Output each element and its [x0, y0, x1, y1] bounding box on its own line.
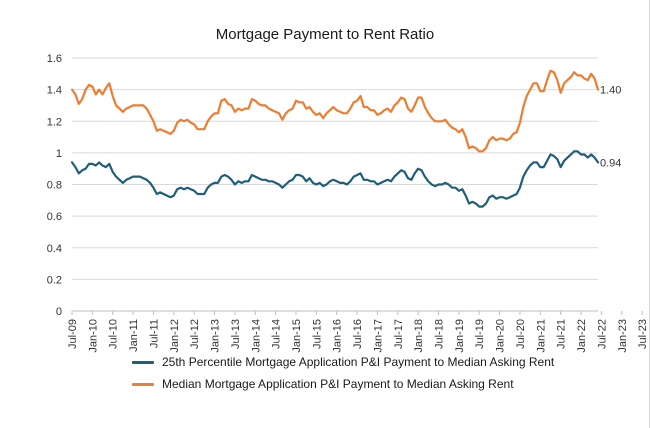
- x-tick-label: Jan-23: [617, 319, 629, 353]
- series-line-25th-percentile: [70, 150, 600, 208]
- legend-swatch-median: [132, 382, 154, 386]
- y-tick-label: 1: [56, 148, 62, 160]
- y-tick-label: 0.2: [47, 274, 62, 286]
- x-tick-label: Jan-13: [210, 319, 222, 353]
- legend-swatch-25th-percentile: [132, 360, 154, 364]
- x-tick-label: Jan-16: [332, 319, 344, 353]
- x-tick-label: Jul-17: [393, 319, 405, 349]
- end-labels: 0.94 1.40: [600, 85, 621, 170]
- legend-item-median: Median Mortgage Application P&I Payment …: [132, 374, 554, 394]
- x-tick-label: Jan-10: [87, 319, 99, 353]
- x-tick-label: Jul-18: [434, 319, 446, 349]
- x-tick-label: Jul-13: [230, 319, 242, 349]
- x-axis-tick-labels: Jul-09 Jan-10 Jul-10 Jan-11 Jul-11 Jan-12 Jul-…: [67, 311, 649, 353]
- y-tick-label: 1.6: [47, 53, 62, 65]
- x-tick-label: Jul-10: [108, 319, 120, 349]
- x-tick-label: Jul-15: [311, 319, 323, 349]
- legend-item-25th-percentile: 25th Percentile Mortgage Application P&I…: [132, 352, 554, 372]
- x-tick-label: Jan-20: [495, 319, 507, 353]
- x-tick-label: Jan-11: [128, 319, 140, 352]
- y-tick-label: 1.4: [47, 85, 62, 97]
- chart-title: Mortgage Payment to Rent Ratio: [215, 26, 435, 43]
- x-tick-label: Jul-19: [474, 319, 486, 349]
- x-tick-label: Jul-14: [271, 319, 283, 349]
- x-tick-label: Jan-19: [454, 319, 466, 353]
- y-axis-tick-labels: 0 0.2 0.4 0.6 0.8 1 1.2 1.4 1.6: [47, 53, 62, 318]
- x-tick-label: Jul-20: [515, 319, 527, 349]
- legend-label-median: Median Mortgage Application P&I Payment …: [162, 377, 514, 391]
- y-tick-label: 1.2: [47, 116, 62, 128]
- x-tick-label: Jul-23: [637, 319, 649, 349]
- series-lines: [70, 69, 600, 208]
- x-tick-label: Jul-22: [596, 319, 608, 349]
- x-tick-label: Jan-18: [413, 319, 425, 353]
- y-tick-label: 0.6: [47, 211, 62, 223]
- x-tick-label: Jan-17: [372, 319, 384, 353]
- y-tick-label: 0.8: [47, 180, 62, 192]
- x-tick-label: Jul-09: [67, 319, 79, 349]
- legend: 25th Percentile Mortgage Application P&I…: [132, 352, 554, 396]
- y-tick-label: 0: [56, 306, 62, 318]
- x-tick-label: Jan-15: [291, 319, 303, 353]
- x-tick-label: Jul-21: [556, 319, 568, 349]
- end-label-25th-percentile: 0.94: [600, 157, 621, 169]
- x-tick-label: Jan-12: [169, 319, 181, 353]
- legend-label-25th-percentile: 25th Percentile Mortgage Application P&I…: [162, 355, 555, 369]
- end-label-median: 1.40: [600, 85, 621, 97]
- x-tick-label: Jul-11: [148, 319, 160, 348]
- x-tick-label: Jul-16: [352, 319, 364, 349]
- gridlines: [72, 57, 598, 312]
- x-tick-label: Jan-14: [250, 319, 262, 353]
- x-tick-label: Jul-12: [189, 319, 201, 349]
- y-tick-label: 0.4: [47, 243, 62, 255]
- x-tick-label: Jan-22: [576, 319, 588, 353]
- series-line-median: [70, 69, 600, 153]
- x-tick-label: Jan-21: [535, 319, 547, 353]
